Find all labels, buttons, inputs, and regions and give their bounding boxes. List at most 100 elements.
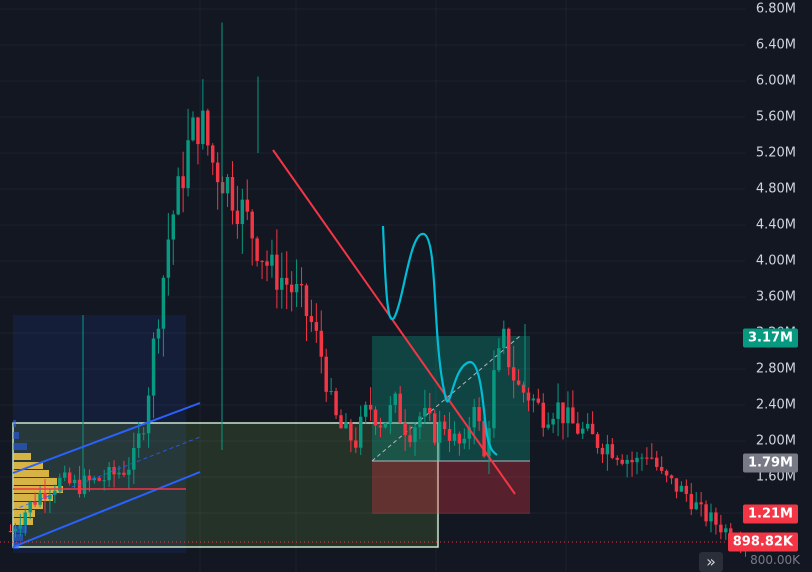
candle-body: [393, 393, 397, 406]
candle-body: [659, 466, 664, 471]
candle-body: [585, 423, 590, 429]
candle-body: [368, 404, 373, 410]
candle-body: [265, 261, 269, 266]
candle-body: [77, 479, 82, 495]
candle-body: [255, 238, 259, 261]
candle-body: [122, 472, 126, 475]
candle-body: [166, 239, 171, 278]
candle-body: [635, 457, 639, 463]
candle-body: [561, 402, 565, 424]
candle-body: [23, 512, 27, 526]
candle-body: [156, 328, 161, 339]
candle-body: [581, 428, 585, 434]
take-profit-price-badge: 3.17M: [742, 328, 798, 348]
candle-body: [87, 475, 92, 481]
price-axis-label: 6.80M: [755, 1, 796, 17]
candle-body: [595, 434, 600, 448]
candle-body: [511, 367, 516, 381]
candle-body: [600, 447, 605, 455]
scroll-to-realtime-button[interactable]: »: [699, 552, 723, 572]
volume-profile-bar: [13, 502, 43, 509]
candle-body: [526, 392, 531, 401]
volume-profile-bar: [13, 462, 43, 469]
candle-body: [354, 440, 358, 448]
candle-body: [211, 145, 215, 163]
volume-profile-bar: [13, 478, 57, 485]
price-axis-label: 4.40M: [755, 217, 796, 233]
candle-body: [566, 407, 570, 424]
candle-body: [215, 162, 220, 183]
candle-body: [669, 475, 674, 479]
candle-body: [531, 398, 536, 401]
candle-body: [719, 524, 723, 533]
price-projection-curve[interactable]: [381, 225, 498, 456]
candle-body: [551, 418, 555, 425]
candle-body: [516, 380, 521, 385]
candle-body: [398, 393, 402, 423]
candle-body: [605, 444, 610, 455]
candle-body: [107, 467, 111, 481]
candle-body: [442, 421, 447, 430]
candle-body: [625, 459, 629, 464]
long-position-loss-zone[interactable]: [372, 461, 530, 514]
price-axis-label: 5.20M: [755, 145, 796, 161]
candle-body: [28, 501, 32, 513]
volume-profile-bar: [13, 432, 19, 439]
candle-body: [714, 512, 718, 525]
current-price-badge: 898.82K: [727, 532, 798, 552]
candle-body: [502, 328, 506, 349]
candle-body: [33, 501, 37, 505]
price-axis-label: 2.40M: [755, 397, 796, 413]
candle-body: [329, 391, 333, 393]
trend-line-down[interactable]: [272, 149, 516, 495]
candle-body: [72, 479, 77, 484]
candle-body: [171, 214, 175, 240]
candle-body: [161, 277, 166, 329]
candle-body: [413, 427, 417, 443]
candle-body: [467, 427, 471, 439]
volume-profile-bar: [13, 518, 33, 525]
volume-profile-bar: [13, 453, 31, 460]
drawing-tools: [0, 149, 750, 548]
candle-body: [230, 176, 235, 211]
candle-body: [275, 254, 279, 290]
candle-body: [472, 407, 476, 428]
candle-body: [18, 525, 23, 529]
long-position-diagonal: [371, 335, 521, 462]
candle-body: [684, 485, 689, 494]
candle-body: [507, 328, 511, 368]
candle-body: [181, 176, 185, 189]
candle-body: [408, 435, 412, 443]
candle-body: [423, 407, 427, 417]
candle-body: [650, 457, 654, 459]
channel-mid-line[interactable]: [12, 436, 201, 511]
candle-body: [610, 444, 615, 458]
candle-body: [403, 422, 407, 436]
channel-lower-line[interactable]: [12, 471, 201, 548]
candle-body: [151, 338, 156, 396]
candle-body: [536, 398, 541, 403]
candle-body: [260, 260, 264, 262]
candle-body: [102, 480, 106, 482]
candle-body: [630, 459, 634, 463]
candle-body: [373, 409, 378, 426]
candle-body: [141, 433, 146, 435]
candle-body: [640, 457, 644, 459]
candle-body: [191, 117, 195, 141]
channel-upper-line[interactable]: [12, 402, 201, 474]
candle-body: [437, 421, 442, 443]
candle-body: [304, 285, 309, 317]
candle-body: [709, 512, 713, 522]
price-axis-label: 3.60M: [755, 289, 796, 305]
candle-body: [590, 423, 595, 435]
candle-body: [97, 477, 101, 481]
candle-body: [428, 407, 432, 414]
candle-body: [497, 348, 501, 371]
candle-body: [477, 407, 481, 422]
candle-body: [137, 433, 141, 448]
candle-body: [694, 502, 698, 510]
volume-profile-bar: [13, 470, 49, 477]
candle-body: [146, 395, 151, 434]
